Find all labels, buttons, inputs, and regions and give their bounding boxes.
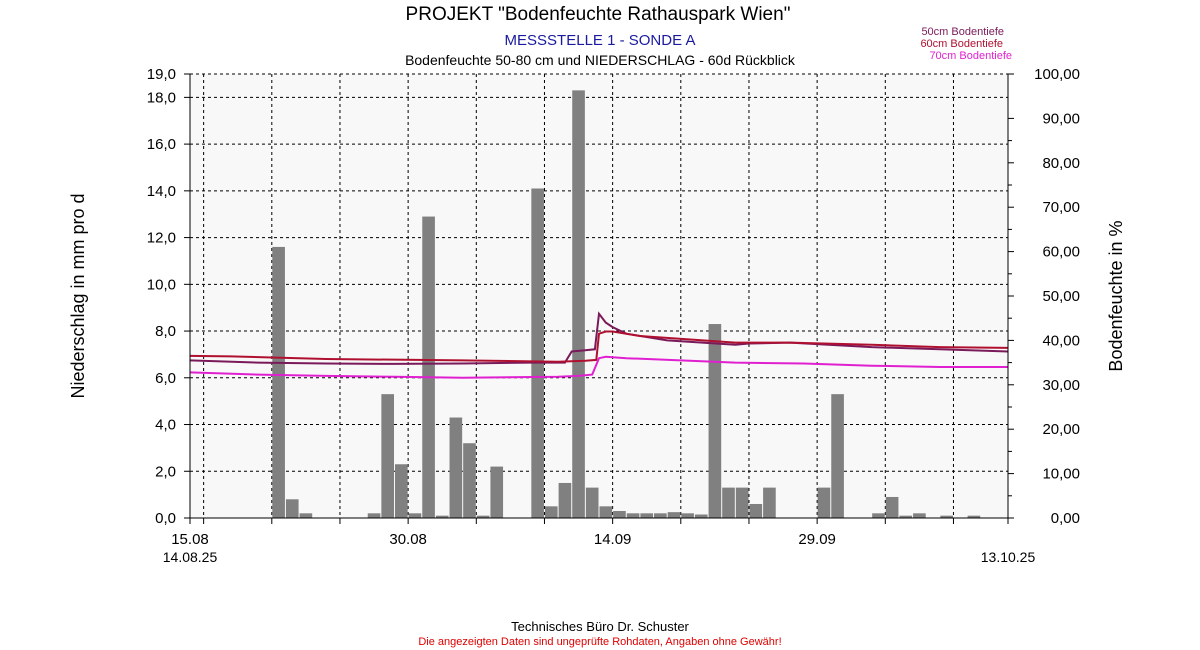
y-axis-left-tick-label: 8,0 <box>155 323 176 340</box>
precipitation-bar <box>613 510 626 518</box>
y-axis-right-tick-label: 100,00 <box>1034 66 1080 83</box>
y-axis-right-tick-label: 30,00 <box>1042 377 1080 394</box>
precipitation-bar <box>285 499 299 518</box>
precipitation-bar <box>899 515 913 518</box>
y-axis-left-tick-label: 2,0 <box>155 463 176 480</box>
legend-item-70cm: 70cm Bodentiefe <box>929 50 1012 62</box>
y-axis-left-tick-label: 18,0 <box>147 89 176 106</box>
footer-company: Technisches Büro Dr. Schuster <box>511 619 689 634</box>
precipitation-bar <box>272 246 285 518</box>
precipitation-bar <box>381 394 394 518</box>
precipitation-bar <box>763 487 776 518</box>
y-axis-right-tick-label: 10,00 <box>1042 466 1080 483</box>
precipitation-bar <box>640 513 654 518</box>
precipitation-bar <box>694 514 708 518</box>
precipitation-bar <box>449 417 463 518</box>
precipitation-bar <box>531 188 544 519</box>
plot-area <box>190 74 1008 518</box>
precipitation-bar <box>967 515 981 518</box>
y-axis-left-tick-label: 16,0 <box>147 136 176 153</box>
precipitation-bar <box>463 443 476 518</box>
precipitation-bar <box>722 487 735 518</box>
y-axis-left-tick-label: 12,0 <box>147 230 176 247</box>
y-axis-right-tick-label: 20,00 <box>1042 421 1080 438</box>
precipitation-bar <box>667 512 681 518</box>
y-axis-right-tick-label: 80,00 <box>1042 155 1080 172</box>
precipitation-bar <box>940 515 953 518</box>
chart-subtitle-station: MESSSTELLE 1 - SONDE A <box>505 32 696 49</box>
precipitation-bar <box>558 482 572 518</box>
series-line-70cm <box>189 355 1008 379</box>
x-axis-tick-label: 14.09 <box>594 531 632 548</box>
precipitation-bar <box>626 513 640 518</box>
legend-item-50cm: 50cm Bodentiefe <box>921 26 1004 38</box>
precipitation-bar <box>395 464 408 518</box>
x-axis-tick-label: 15.08 <box>171 531 209 548</box>
precipitation-bar <box>422 216 435 518</box>
series-line-60cm <box>189 330 1009 363</box>
precipitation-bars <box>272 90 981 519</box>
precipitation-bar <box>872 513 885 518</box>
chart-title: PROJEKT "Bodenfeuchte Rathauspark Wien" <box>406 4 791 25</box>
gridlines <box>190 73 1008 518</box>
y-axis-right-tick-label: 60,00 <box>1042 244 1080 261</box>
precipitation-bar <box>735 487 749 518</box>
legend: 50cm Bodentiefe 60cm Bodentiefe 70cm Bod… <box>920 26 1012 62</box>
y-axis-right-tick-label: 70,00 <box>1042 199 1080 216</box>
y-axis-left-title: Niederschlag in mm pro d <box>68 193 88 398</box>
soil-moisture-lines <box>189 311 1009 379</box>
y-axis-left-tick-label: 0,0 <box>155 510 176 527</box>
legend-item-60cm: 60cm Bodentiefe <box>920 38 1003 50</box>
y-axis-right-title: Bodenfeuchte in % <box>1106 220 1126 371</box>
x-axis-start-date: 14.08.25 <box>163 549 218 565</box>
y-axis-left-tick-label: 10,0 <box>147 276 176 293</box>
precipitation-bar <box>585 487 599 518</box>
footer-disclaimer: Die angezeigten Daten sind ungeprüfte Ro… <box>418 636 781 648</box>
y-axis-left-tick-label: 6,0 <box>155 370 176 387</box>
y-axis-left-tick-label: 4,0 <box>155 417 176 434</box>
x-axis-tick-label: 29.09 <box>798 531 836 548</box>
y-axis-left-tick-label: 14,0 <box>147 183 176 200</box>
precipitation-bar <box>817 487 831 518</box>
precipitation-bar <box>913 513 926 518</box>
precipitation-bar <box>490 466 504 518</box>
y-axis-right-tick-label: 40,00 <box>1042 332 1080 349</box>
y-axis-left-tick-label: 19,0 <box>147 66 176 83</box>
chart-subtitle-description: Bodenfeuchte 50-80 cm und NIEDERSCHLAG -… <box>405 52 796 68</box>
precipitation-bar <box>708 324 722 518</box>
x-axis-end-date: 13.10.25 <box>981 549 1036 565</box>
tick-labels: 0,0 2,0 4,0 6,0 8,0 10,0 12,0 14,0 16,0 18,0 19,0 0… <box>147 66 1080 548</box>
precipitation-bar <box>885 496 899 518</box>
x-axis-tick-label: 30.08 <box>389 531 427 548</box>
y-axis-right-tick-label: 0,00 <box>1051 510 1080 527</box>
y-axis-right-tick-label: 90,00 <box>1042 110 1080 127</box>
precipitation-bar <box>681 513 694 518</box>
precipitation-bar <box>654 513 667 518</box>
precipitation-bar <box>599 506 613 518</box>
precipitation-bar <box>435 515 449 518</box>
precipitation-bar <box>408 513 422 518</box>
precipitation-bar <box>299 513 313 518</box>
precipitation-bar <box>749 503 763 518</box>
precipitation-bar <box>476 515 490 518</box>
precipitation-bar <box>544 506 558 518</box>
precipitation-bar <box>367 513 381 518</box>
precipitation-bar <box>572 90 585 518</box>
y-axis-right-tick-label: 50,00 <box>1042 288 1080 305</box>
precipitation-bar <box>831 394 844 518</box>
